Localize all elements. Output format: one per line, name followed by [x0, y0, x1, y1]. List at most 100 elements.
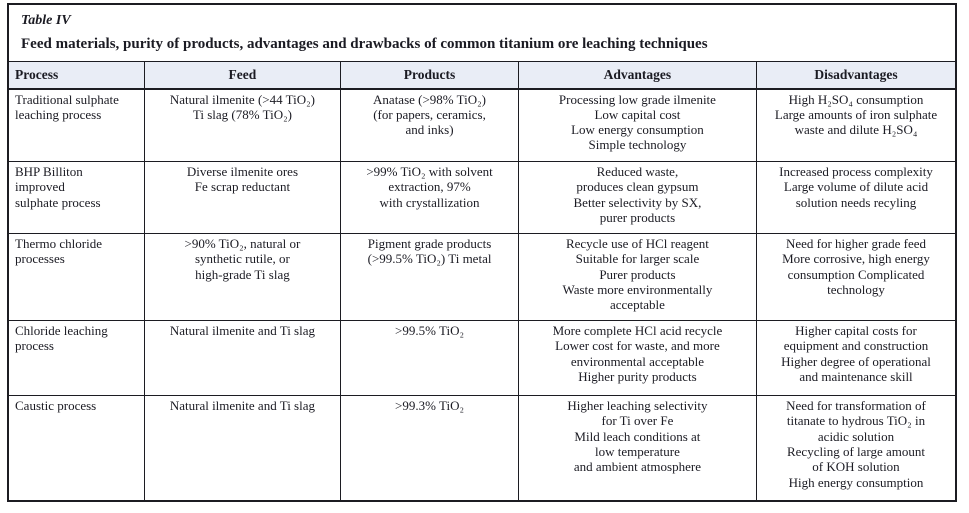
cell-line: solution needs recyling — [795, 194, 917, 210]
cell-disadvantages: Higher capital costs for equipment and co… — [756, 320, 955, 396]
cell-advantages: Processing low grade ilmenite Low capital… — [517, 88, 758, 162]
cell-line: and inks) — [405, 122, 454, 138]
cell-line: (for papers, ceramics, — [373, 106, 486, 122]
cell-process: Caustic process — [9, 395, 145, 500]
cell-line: >99.5% TiO₂ — [395, 323, 464, 338]
cell-line: Thermo chloride — [15, 236, 102, 251]
cell-line: Reduced waste, — [596, 164, 679, 179]
table-header: Process Feed Products Advantages Disadvantag… — [9, 60, 955, 90]
cell-line: Increased process complexity — [779, 164, 933, 179]
cell-line: More corrosive, high energy — [782, 251, 930, 267]
column-header-feed: Feed — [143, 60, 342, 90]
cell-line: Suitable for larger scale — [575, 251, 700, 267]
cell-line: Higher purity products — [578, 368, 697, 384]
cell-line: Better selectivity by SX, — [573, 194, 702, 210]
table-frame: Table IV Feed materials, purity of produ… — [7, 3, 957, 502]
cell-line: Need for higher grade feed — [785, 236, 927, 251]
cell-line: extraction, 97% — [388, 179, 471, 195]
cell-line: More complete HCl acid recycle — [552, 323, 723, 338]
table-label: Table IV — [21, 13, 71, 28]
cell-line: Higher capital costs for — [795, 323, 917, 338]
table-header-row: Process Feed Products Advantages Disadvantag… — [9, 60, 955, 90]
column-header-disadvantages: Disadvantages — [756, 60, 955, 90]
cell-line: Processing low grade ilmenite — [558, 91, 716, 107]
cell-line: consumption Complicated — [787, 266, 925, 282]
cell-line: Lower cost for waste, and more — [555, 338, 720, 354]
cell-line: synthetic rutile, or — [194, 251, 290, 267]
cell-line: Low capital cost — [594, 106, 681, 122]
leaching-techniques-table: Process Feed Products Advantages Disadvantag… — [9, 60, 955, 500]
table-row: Caustic process Natural ilmenite and Ti s… — [9, 395, 955, 500]
cell-advantages: Reduced waste, produces clean gypsum Bette… — [517, 161, 758, 234]
cell-line: Anatase (>98% TiO₂) — [373, 91, 487, 107]
cell-line: with crystallization — [379, 194, 480, 210]
cell-disadvantages: Need for higher grade feed More corrosive… — [756, 233, 955, 321]
cell-line: Mild leach conditions at — [574, 428, 701, 444]
table-row: Traditional sulphate leaching process Natu… — [9, 88, 955, 162]
cell-feed: Natural ilmenite and Ti slag — [143, 320, 342, 396]
cell-process: BHP Billiton improved sulphate process — [9, 161, 145, 234]
cell-advantages: Higher leaching selectivity for Ti over F… — [517, 395, 758, 500]
cell-line: Natural ilmenite and Ti slag — [169, 398, 315, 413]
cell-disadvantages: Need for transformation of titanate to hy… — [756, 395, 955, 500]
cell-line: Recycle use of HCl reagent — [565, 236, 709, 251]
cell-line: and maintenance skill — [799, 368, 913, 384]
cell-line: Need for transformation of — [786, 398, 926, 413]
cell-feed: Natural ilmenite (>44 TiO₂) Ti slag (78% … — [143, 88, 342, 162]
table-row: Thermo chloride processes >90% TiO₂, natur… — [9, 233, 955, 321]
cell-feed: >90% TiO₂, natural or synthetic rutile, o… — [143, 233, 342, 321]
cell-line: Ti slag (78% TiO₂) — [192, 106, 292, 122]
cell-line: Pigment grade products — [367, 236, 492, 251]
cell-line: processes — [15, 251, 65, 267]
column-header-advantages: Advantages — [517, 60, 758, 90]
cell-products: Pigment grade products (>99.5% TiO₂) Ti m… — [340, 233, 519, 321]
table-body: Traditional sulphate leaching process Natu… — [9, 88, 955, 500]
cell-process: Chloride leaching process — [9, 320, 145, 396]
cell-line: Large amounts of iron sulphate — [774, 106, 938, 122]
cell-line: Recycling of large amount — [786, 443, 926, 459]
cell-line: and ambient atmosphere — [573, 459, 701, 475]
cell-products: >99% TiO₂ with solvent extraction, 97% wit… — [340, 161, 519, 234]
table-caption: Table IV Feed materials, purity of produ… — [9, 5, 955, 61]
table-row: Chloride leaching process Natural ilmenite… — [9, 320, 955, 396]
cell-line: equipment and construction — [783, 338, 929, 354]
cell-line: Diverse ilmenite ores — [186, 164, 299, 179]
cell-line: acceptable — [610, 297, 665, 313]
cell-products: Anatase (>98% TiO₂) (for papers, ceramics… — [340, 88, 519, 162]
cell-line: for Ti over Fe — [601, 413, 674, 429]
cell-line: Caustic process — [15, 398, 97, 413]
cell-line: Higher leaching selectivity — [567, 398, 708, 413]
cell-line: purer products — [599, 209, 676, 225]
cell-line: Fe scrap reductant — [194, 179, 291, 195]
cell-feed: Natural ilmenite and Ti slag — [143, 395, 342, 500]
table-title: Feed materials, purity of products, adva… — [21, 35, 708, 52]
cell-line: >99% TiO₂ with solvent — [366, 164, 493, 179]
cell-line: of KOH solution — [812, 459, 900, 475]
cell-disadvantages: High H₂SO₄ consumption Large amounts of i… — [756, 88, 955, 162]
table-row: BHP Billiton improved sulphate process Dive… — [9, 161, 955, 234]
cell-line: (>99.5% TiO₂) Ti metal — [367, 251, 492, 267]
cell-feed: Diverse ilmenite ores Fe scrap reductant — [143, 161, 342, 234]
cell-line: produces clean gypsum — [576, 179, 699, 195]
cell-line: waste and dilute H₂SO₄ — [794, 122, 918, 138]
cell-line: process — [15, 338, 54, 354]
cell-advantages: More complete HCl acid recycle Lower cost… — [517, 320, 758, 396]
cell-disadvantages: Increased process complexity Large volume… — [756, 161, 955, 234]
cell-line: >90% TiO₂, natural or — [184, 236, 301, 251]
column-header-products: Products — [340, 60, 519, 90]
cell-line: high-grade Ti slag — [195, 266, 290, 282]
column-header-process: Process — [9, 60, 145, 90]
cell-line: High H₂SO₄ consumption — [788, 91, 924, 107]
cell-line: improved — [15, 179, 65, 195]
cell-line: Natural ilmenite (>44 TiO₂) — [169, 91, 315, 107]
cell-line: acidic solution — [817, 428, 895, 444]
cell-advantages: Recycle use of HCl reagent Suitable for l… — [517, 233, 758, 321]
cell-line: low temperature — [595, 443, 680, 459]
cell-line: sulphate process — [15, 194, 101, 210]
cell-process: Thermo chloride processes — [9, 233, 145, 321]
cell-products: >99.3% TiO₂ — [340, 395, 519, 500]
cell-line: Large volume of dilute acid — [783, 179, 929, 195]
cell-line: BHP Billiton — [15, 164, 83, 179]
cell-line: Waste more environmentally — [562, 281, 713, 297]
